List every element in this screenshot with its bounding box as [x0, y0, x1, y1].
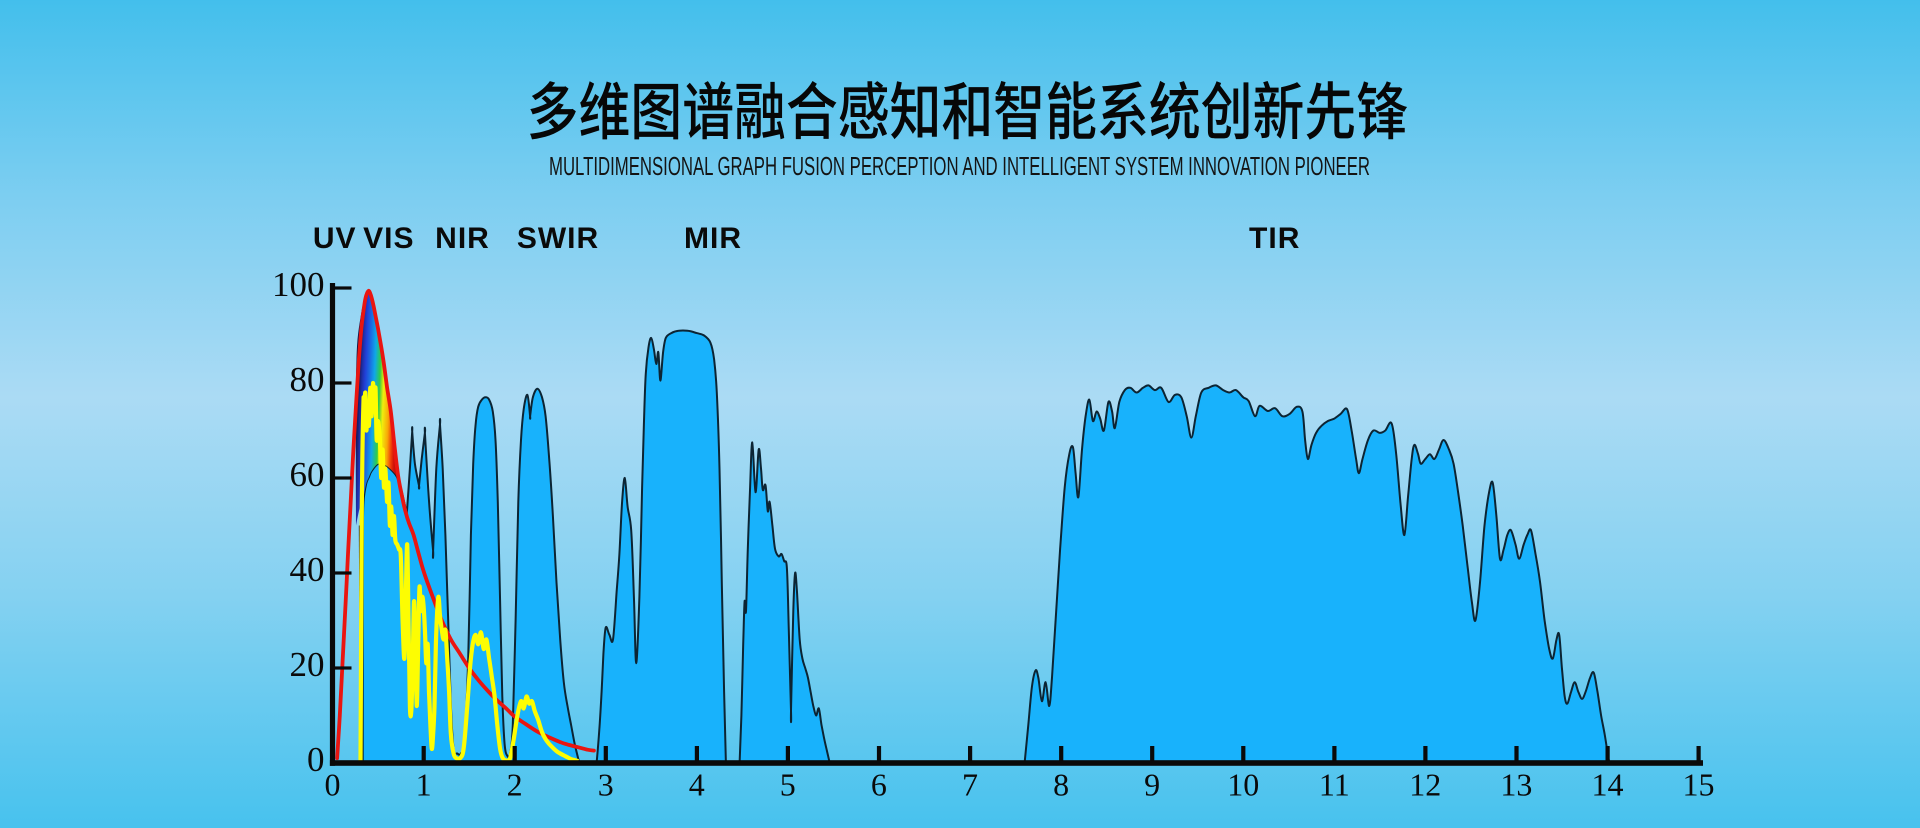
svg-text:14: 14 [1592, 767, 1624, 803]
svg-text:1: 1 [416, 767, 432, 803]
svg-text:4: 4 [689, 767, 705, 803]
svg-text:UV: UV [313, 222, 357, 255]
svg-text:10: 10 [1227, 767, 1259, 803]
svg-text:3: 3 [598, 767, 614, 803]
svg-text:5: 5 [780, 767, 796, 803]
svg-text:12: 12 [1409, 767, 1441, 803]
svg-text:MULTIDIMENSIONAL GRAPH FUSION: MULTIDIMENSIONAL GRAPH FUSION PERCEPTION… [549, 151, 1370, 181]
svg-text:TIR: TIR [1249, 222, 1300, 255]
svg-text:15: 15 [1683, 767, 1715, 803]
svg-text:40: 40 [290, 550, 325, 589]
svg-text:0: 0 [307, 740, 325, 779]
svg-text:11: 11 [1319, 767, 1350, 803]
svg-text:SWIR: SWIR [517, 222, 599, 255]
svg-text:6: 6 [871, 767, 887, 803]
svg-text:0: 0 [325, 767, 341, 803]
svg-text:9: 9 [1144, 767, 1160, 803]
svg-text:VIS: VIS [363, 222, 414, 255]
svg-text:8: 8 [1053, 767, 1069, 803]
svg-text:2: 2 [507, 767, 523, 803]
svg-text:13: 13 [1500, 767, 1532, 803]
svg-text:100: 100 [272, 265, 325, 304]
svg-text:60: 60 [290, 455, 325, 494]
svg-text:80: 80 [290, 360, 325, 399]
svg-text:7: 7 [962, 767, 978, 803]
svg-text:MIR: MIR [684, 222, 742, 255]
svg-text:20: 20 [290, 645, 325, 684]
svg-text:NIR: NIR [435, 222, 490, 255]
